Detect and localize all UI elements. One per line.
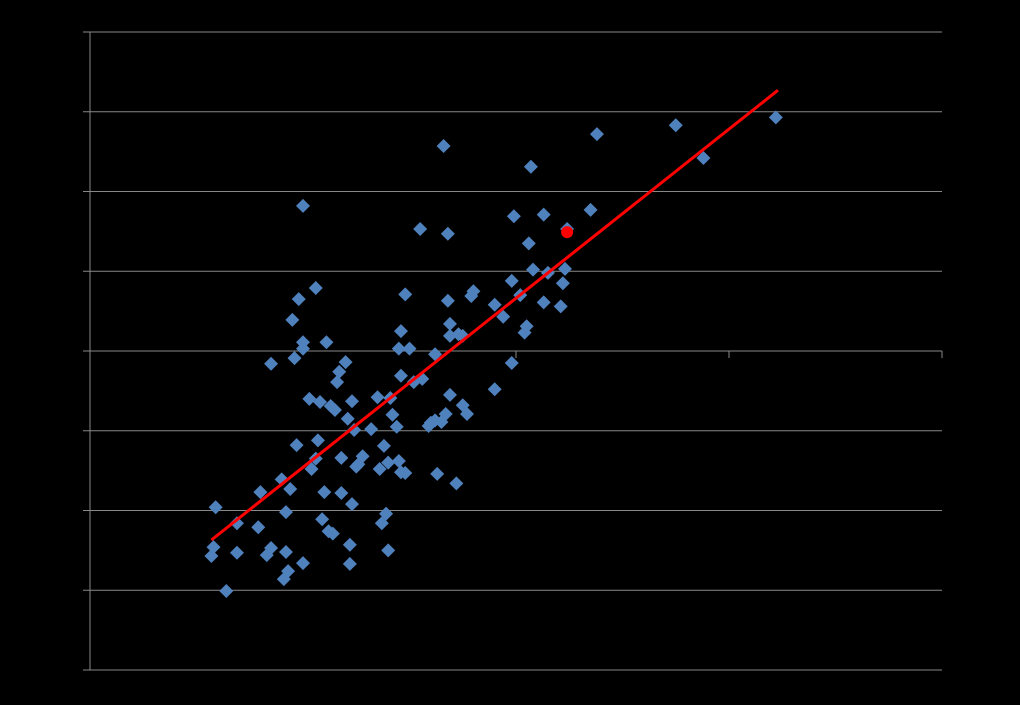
point — [291, 292, 306, 307]
point — [206, 540, 221, 555]
point — [319, 335, 334, 350]
point — [385, 407, 400, 422]
point — [434, 414, 449, 429]
point — [338, 355, 353, 370]
highlight-point — [561, 226, 574, 239]
trend-line — [210, 89, 779, 542]
point — [342, 556, 357, 571]
point — [251, 520, 266, 535]
point — [436, 139, 451, 154]
point — [372, 462, 387, 477]
point — [334, 450, 349, 465]
point — [296, 341, 310, 356]
point — [208, 500, 223, 515]
point — [487, 382, 502, 397]
point — [521, 236, 536, 251]
point — [344, 497, 359, 512]
point — [287, 351, 302, 366]
point — [302, 391, 317, 406]
point — [506, 209, 521, 224]
point — [393, 368, 408, 383]
point — [379, 506, 394, 521]
point — [296, 556, 310, 571]
point — [391, 454, 406, 469]
point — [332, 364, 347, 379]
point — [376, 438, 391, 453]
point — [264, 356, 279, 371]
point — [389, 419, 404, 434]
point — [289, 438, 304, 453]
point — [487, 297, 502, 312]
point — [229, 545, 244, 560]
point — [340, 411, 355, 426]
point — [536, 207, 551, 222]
point — [393, 324, 408, 339]
point — [402, 341, 417, 356]
point — [296, 198, 310, 213]
point — [327, 403, 342, 418]
point — [519, 319, 534, 334]
point — [391, 341, 406, 356]
point — [398, 466, 413, 481]
point — [589, 127, 604, 142]
point — [523, 159, 538, 174]
point — [315, 512, 330, 527]
point — [428, 347, 443, 362]
point — [364, 422, 379, 437]
point — [278, 544, 293, 559]
point — [449, 476, 464, 491]
point — [668, 118, 683, 133]
point — [440, 226, 455, 241]
point — [313, 395, 328, 410]
point — [442, 387, 457, 402]
point — [304, 462, 319, 477]
point — [504, 355, 519, 370]
point — [344, 394, 359, 409]
point — [504, 273, 519, 288]
point — [355, 449, 370, 464]
point — [696, 151, 711, 166]
point — [330, 375, 345, 390]
point — [334, 485, 349, 500]
point — [442, 316, 457, 331]
point — [264, 540, 279, 555]
point — [347, 422, 362, 437]
point — [557, 261, 572, 276]
point — [342, 537, 357, 552]
point — [555, 276, 570, 291]
point — [370, 390, 385, 405]
point — [285, 312, 300, 327]
point — [526, 262, 541, 277]
point — [536, 295, 551, 310]
point — [281, 564, 296, 579]
point — [466, 284, 481, 299]
point — [283, 481, 298, 496]
point — [381, 543, 396, 558]
point — [496, 309, 511, 324]
point — [455, 398, 470, 413]
point — [768, 110, 783, 125]
point — [413, 221, 428, 236]
point — [398, 287, 413, 302]
point — [381, 455, 396, 470]
point — [325, 526, 340, 541]
point — [421, 418, 436, 433]
point — [278, 505, 293, 520]
point — [229, 516, 244, 531]
point — [553, 299, 568, 314]
point — [430, 466, 445, 481]
point — [253, 485, 268, 500]
point — [310, 433, 325, 448]
point — [308, 280, 323, 295]
point — [317, 485, 332, 500]
point — [440, 293, 455, 308]
point — [219, 584, 234, 599]
point — [583, 202, 598, 217]
